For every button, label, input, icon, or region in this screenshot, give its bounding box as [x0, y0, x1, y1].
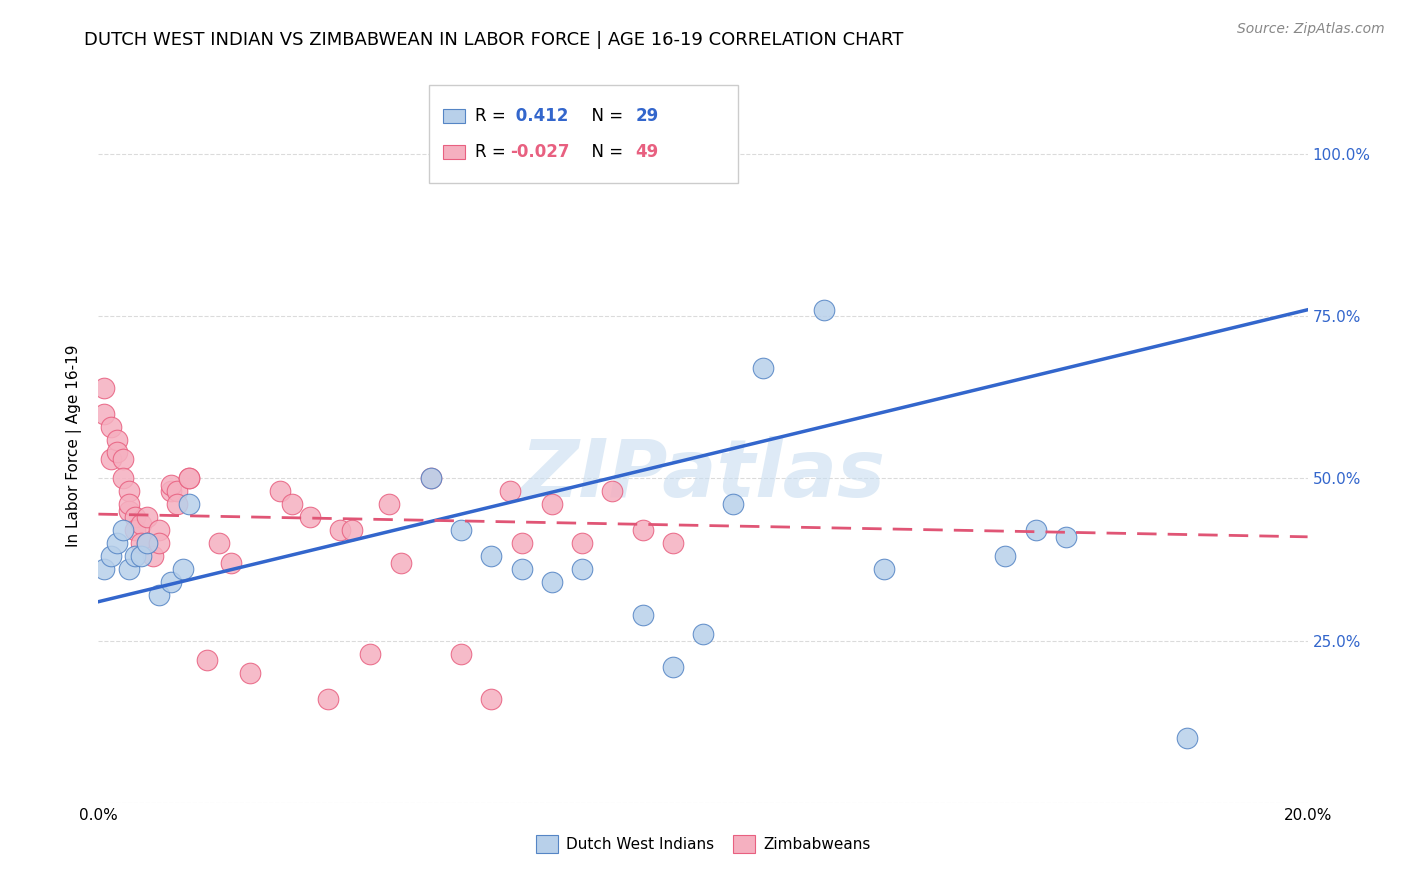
Point	[571, 536, 593, 550]
Point	[148, 536, 170, 550]
Y-axis label: In Labor Force | Age 16-19: In Labor Force | Age 16-19	[66, 344, 83, 548]
Text: ZIPatlas: ZIPatlas	[520, 435, 886, 514]
Point	[540, 497, 562, 511]
Point	[129, 516, 152, 531]
Point	[813, 302, 835, 317]
Point	[142, 549, 165, 564]
Point	[481, 692, 503, 706]
Point	[179, 471, 201, 485]
Point	[100, 549, 122, 564]
Point	[602, 484, 624, 499]
Point	[93, 562, 115, 576]
Point	[631, 524, 654, 538]
Point	[510, 536, 533, 550]
Point	[100, 452, 122, 467]
Point	[316, 692, 339, 706]
Point	[752, 361, 775, 376]
Point	[148, 524, 170, 538]
Point	[135, 536, 157, 550]
Point	[661, 536, 683, 550]
Text: Source: ZipAtlas.com: Source: ZipAtlas.com	[1237, 22, 1385, 37]
Point	[129, 549, 152, 564]
Point	[239, 666, 262, 681]
Point	[498, 484, 520, 499]
Text: -0.027: -0.027	[510, 143, 569, 161]
Text: R =: R =	[475, 107, 512, 125]
Point	[111, 524, 134, 538]
Point	[118, 562, 141, 576]
Point	[360, 647, 382, 661]
Point	[105, 445, 128, 459]
Point	[994, 549, 1017, 564]
Text: 29: 29	[636, 107, 659, 125]
Point	[118, 504, 141, 518]
Point	[723, 497, 745, 511]
Text: R =: R =	[475, 143, 512, 161]
Point	[1024, 524, 1046, 538]
Point	[111, 471, 134, 485]
Point	[118, 497, 141, 511]
Point	[692, 627, 714, 641]
Point	[105, 536, 128, 550]
Point	[299, 510, 322, 524]
Text: N =: N =	[581, 107, 628, 125]
Point	[124, 510, 146, 524]
Point	[221, 556, 243, 570]
Point	[389, 556, 412, 570]
Point	[510, 562, 533, 576]
Point	[160, 478, 183, 492]
Point	[179, 497, 201, 511]
Text: N =: N =	[581, 143, 628, 161]
Point	[873, 562, 896, 576]
Point	[342, 524, 364, 538]
Point	[135, 510, 157, 524]
Point	[450, 524, 472, 538]
Point	[160, 484, 183, 499]
Point	[661, 659, 683, 673]
Point	[111, 452, 134, 467]
Point	[129, 536, 152, 550]
Point	[420, 471, 443, 485]
Point	[540, 575, 562, 590]
Text: DUTCH WEST INDIAN VS ZIMBABWEAN IN LABOR FORCE | AGE 16-19 CORRELATION CHART: DUTCH WEST INDIAN VS ZIMBABWEAN IN LABOR…	[84, 31, 904, 49]
Point	[208, 536, 231, 550]
Point	[166, 484, 188, 499]
Point	[281, 497, 304, 511]
Point	[124, 549, 146, 564]
Point	[118, 484, 141, 499]
Legend: Dutch West Indians, Zimbabweans: Dutch West Indians, Zimbabweans	[530, 829, 876, 859]
Point	[1175, 731, 1198, 745]
Point	[195, 653, 218, 667]
Point	[420, 471, 443, 485]
Point	[481, 549, 503, 564]
Point	[100, 419, 122, 434]
Text: 49: 49	[636, 143, 659, 161]
Point	[105, 433, 128, 447]
Point	[329, 524, 352, 538]
Point	[450, 647, 472, 661]
Point	[631, 607, 654, 622]
Text: 0.412: 0.412	[510, 107, 569, 125]
Point	[377, 497, 399, 511]
Point	[571, 562, 593, 576]
Point	[93, 407, 115, 421]
Point	[93, 381, 115, 395]
Point	[148, 588, 170, 602]
Point	[166, 497, 188, 511]
Point	[124, 524, 146, 538]
Point	[269, 484, 291, 499]
Point	[179, 471, 201, 485]
Point	[135, 536, 157, 550]
Point	[160, 575, 183, 590]
Point	[1054, 530, 1077, 544]
Point	[172, 562, 194, 576]
